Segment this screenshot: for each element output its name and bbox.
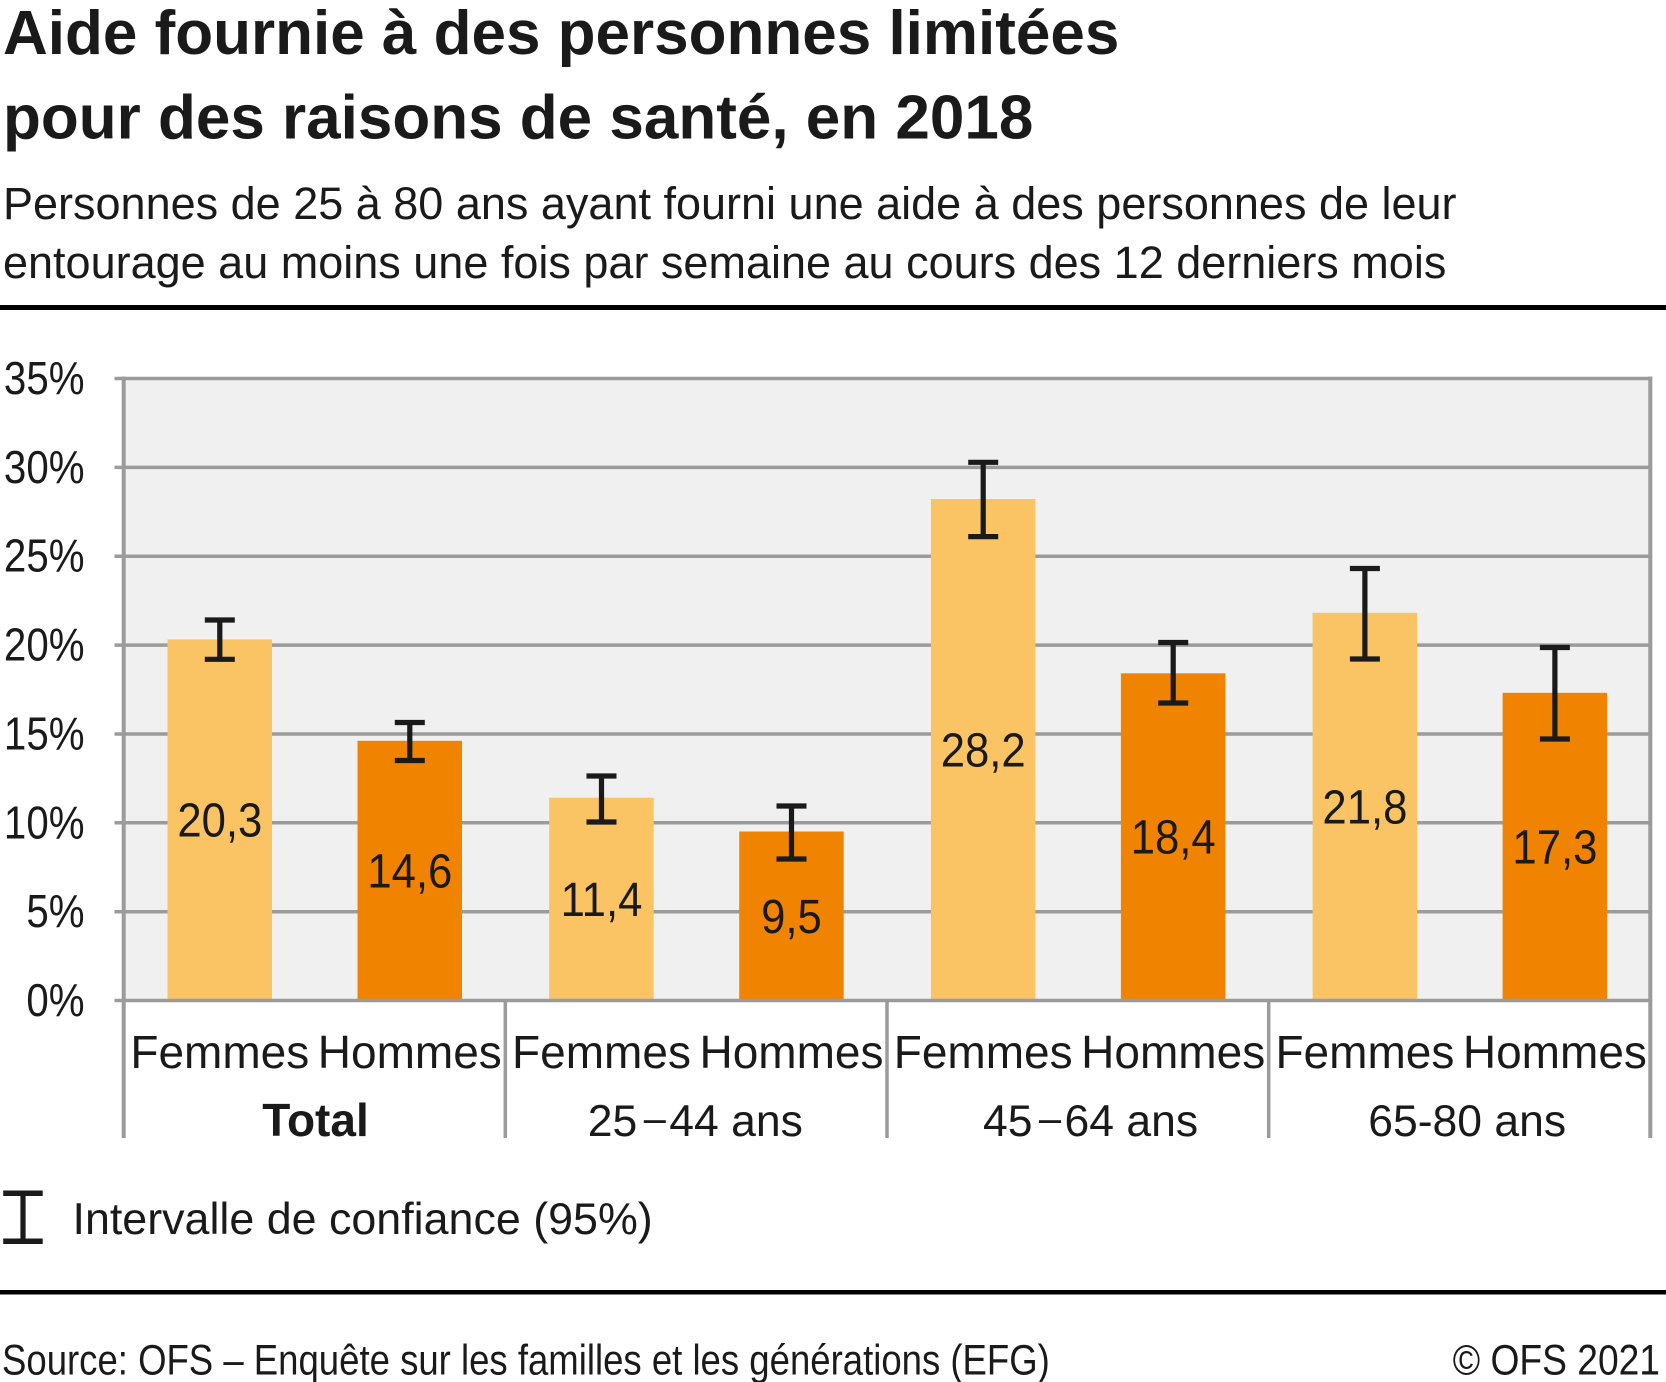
svg-text:0%: 0% bbox=[26, 976, 84, 1027]
svg-text:14,6: 14,6 bbox=[367, 843, 452, 898]
svg-text:Femmes: Femmes bbox=[1275, 1026, 1454, 1078]
svg-text:30%: 30% bbox=[4, 442, 85, 493]
svg-text:Intervalle de confiance (95%): Intervalle de confiance (95%) bbox=[73, 1194, 653, 1244]
svg-text:11,4: 11,4 bbox=[561, 872, 643, 927]
svg-text:25%: 25% bbox=[4, 531, 85, 582]
svg-text:25: 25 bbox=[588, 1097, 638, 1146]
svg-text:18,4: 18,4 bbox=[1131, 810, 1216, 865]
svg-text:Femmes: Femmes bbox=[512, 1026, 691, 1078]
svg-text:15%: 15% bbox=[4, 709, 85, 760]
svg-text:Hommes: Hommes bbox=[699, 1026, 883, 1078]
svg-text:Femmes: Femmes bbox=[130, 1026, 309, 1078]
svg-text:35%: 35% bbox=[4, 354, 85, 405]
svg-text:Hommes: Hommes bbox=[1463, 1026, 1647, 1078]
svg-text:Aide fournie à des personnes l: Aide fournie à des personnes limitées bbox=[3, 0, 1119, 68]
svg-text:Source: OFS – Enquête sur les: Source: OFS – Enquête sur les familles e… bbox=[2, 1337, 1050, 1382]
svg-text:Femmes: Femmes bbox=[894, 1026, 1073, 1078]
svg-text:5%: 5% bbox=[26, 887, 84, 938]
svg-text:20%: 20% bbox=[4, 620, 85, 671]
svg-text:Personnes de 25 à 80 ans ayant: Personnes de 25 à 80 ans ayant fourni un… bbox=[3, 178, 1457, 229]
svg-text:Hommes: Hommes bbox=[318, 1026, 502, 1078]
svg-text:pour des raisons de santé, en: pour des raisons de santé, en 2018 bbox=[3, 84, 1033, 153]
svg-text:44 ans: 44 ans bbox=[669, 1097, 803, 1146]
svg-text:20,3: 20,3 bbox=[177, 793, 262, 848]
svg-text:9,5: 9,5 bbox=[761, 889, 822, 944]
svg-text:10%: 10% bbox=[4, 798, 85, 849]
svg-text:65-80 ans: 65-80 ans bbox=[1368, 1097, 1566, 1146]
svg-text:© OFS 2021: © OFS 2021 bbox=[1453, 1336, 1660, 1382]
svg-text:45: 45 bbox=[983, 1097, 1033, 1146]
svg-text:entourage au moins une fois pa: entourage au moins une fois par semaine … bbox=[3, 237, 1446, 288]
svg-text:21,8: 21,8 bbox=[1322, 779, 1407, 834]
svg-text:Total: Total bbox=[262, 1094, 368, 1146]
svg-text:17,3: 17,3 bbox=[1512, 819, 1597, 874]
svg-text:28,2: 28,2 bbox=[941, 722, 1026, 777]
svg-text:64 ans: 64 ans bbox=[1065, 1097, 1199, 1146]
svg-text:Hommes: Hommes bbox=[1081, 1026, 1265, 1078]
